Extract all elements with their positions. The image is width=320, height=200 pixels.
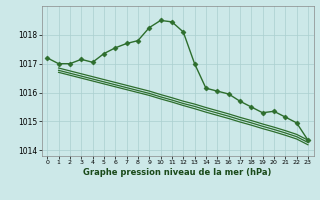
- X-axis label: Graphe pression niveau de la mer (hPa): Graphe pression niveau de la mer (hPa): [84, 168, 272, 177]
